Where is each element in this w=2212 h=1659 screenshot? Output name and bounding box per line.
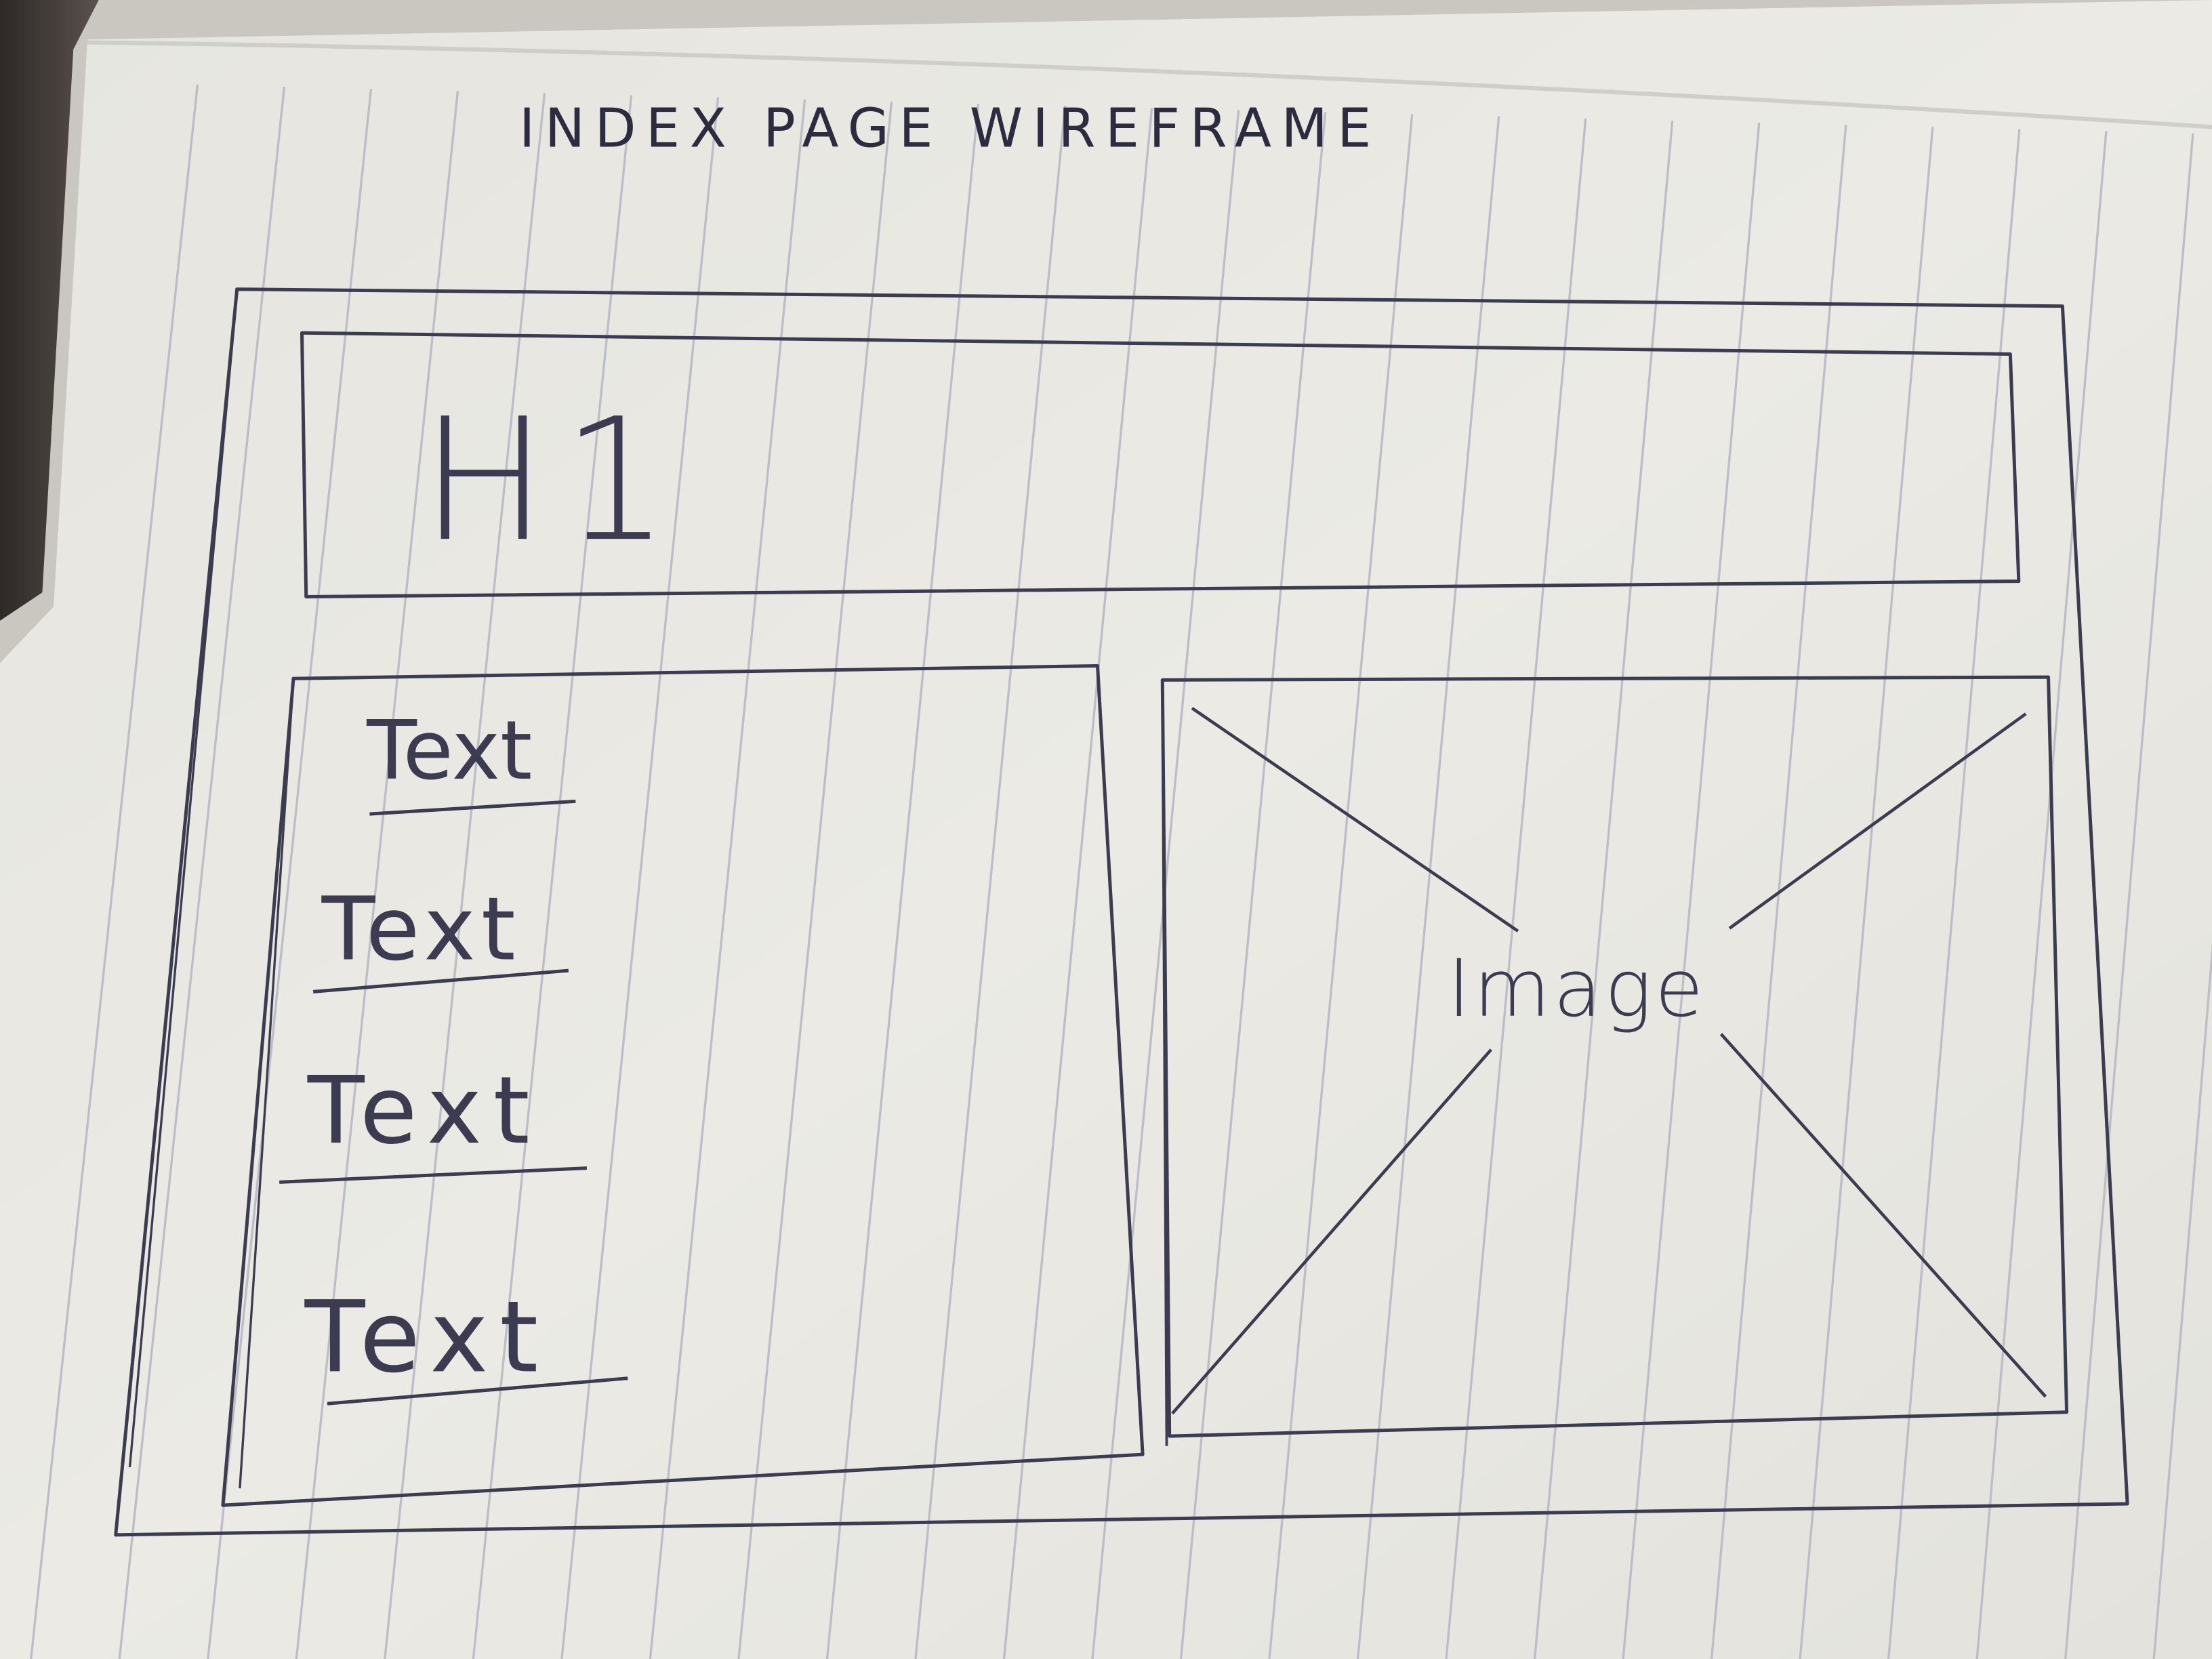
ruling-line (1799, 127, 1934, 1659)
ruling-line (1533, 120, 1674, 1659)
text-column-inner-edge (239, 678, 295, 1489)
header-h1-label: H1 (420, 382, 683, 579)
paper-fold-shadow (87, 40, 2212, 129)
image-cross-line (1191, 707, 1519, 933)
ruling-line (1622, 122, 1761, 1659)
ruling-line (1179, 112, 1327, 1659)
ruling-line (30, 84, 199, 1659)
ruling-line (1002, 108, 1153, 1659)
outer-frame-retrace (128, 291, 239, 1468)
ruling-line (1445, 118, 1587, 1659)
ruling-line (649, 99, 806, 1659)
ruling-lines (30, 84, 2212, 1659)
page-title: INDEX PAGE WIREFRAME (519, 97, 1381, 159)
ruling-line (207, 88, 373, 1659)
ruling-line (737, 101, 893, 1659)
image-cross-line (1719, 1033, 2047, 1398)
ruling-line (2152, 941, 2212, 1659)
ruling-line (1975, 131, 2108, 1659)
text-item-1-underline (369, 799, 576, 816)
ruling-line (2064, 133, 2194, 1659)
ruling-line (295, 91, 459, 1659)
text-item-2-underline (312, 968, 569, 994)
outer-page-frame (114, 287, 2129, 1537)
image-box-left-retrace (1161, 680, 1168, 1446)
text-item-3-underline (279, 1166, 588, 1184)
text-item-1: Text (366, 703, 532, 798)
text-item-4: Text (304, 1280, 550, 1395)
text-item-2: Text (321, 879, 521, 981)
ruling-line (1887, 129, 2021, 1659)
notebook-edge (0, 0, 99, 621)
ruling-line (472, 95, 633, 1659)
text-column-box (221, 664, 1145, 1507)
text-item-3: Text (307, 1057, 541, 1165)
ruling-line (914, 105, 1067, 1659)
image-label: Image (1448, 943, 1706, 1035)
image-cross-line (1728, 712, 2027, 930)
ruling-line (118, 86, 286, 1659)
ruling-line (825, 103, 980, 1659)
image-cross-line (1171, 1048, 1493, 1415)
ruling-line (560, 97, 720, 1659)
image-placeholder-box (1160, 675, 2069, 1438)
ruling-line (1268, 114, 1414, 1659)
text-item-4-underline (327, 1376, 628, 1406)
ruling-line (1356, 116, 1500, 1659)
header-box (300, 331, 2021, 599)
